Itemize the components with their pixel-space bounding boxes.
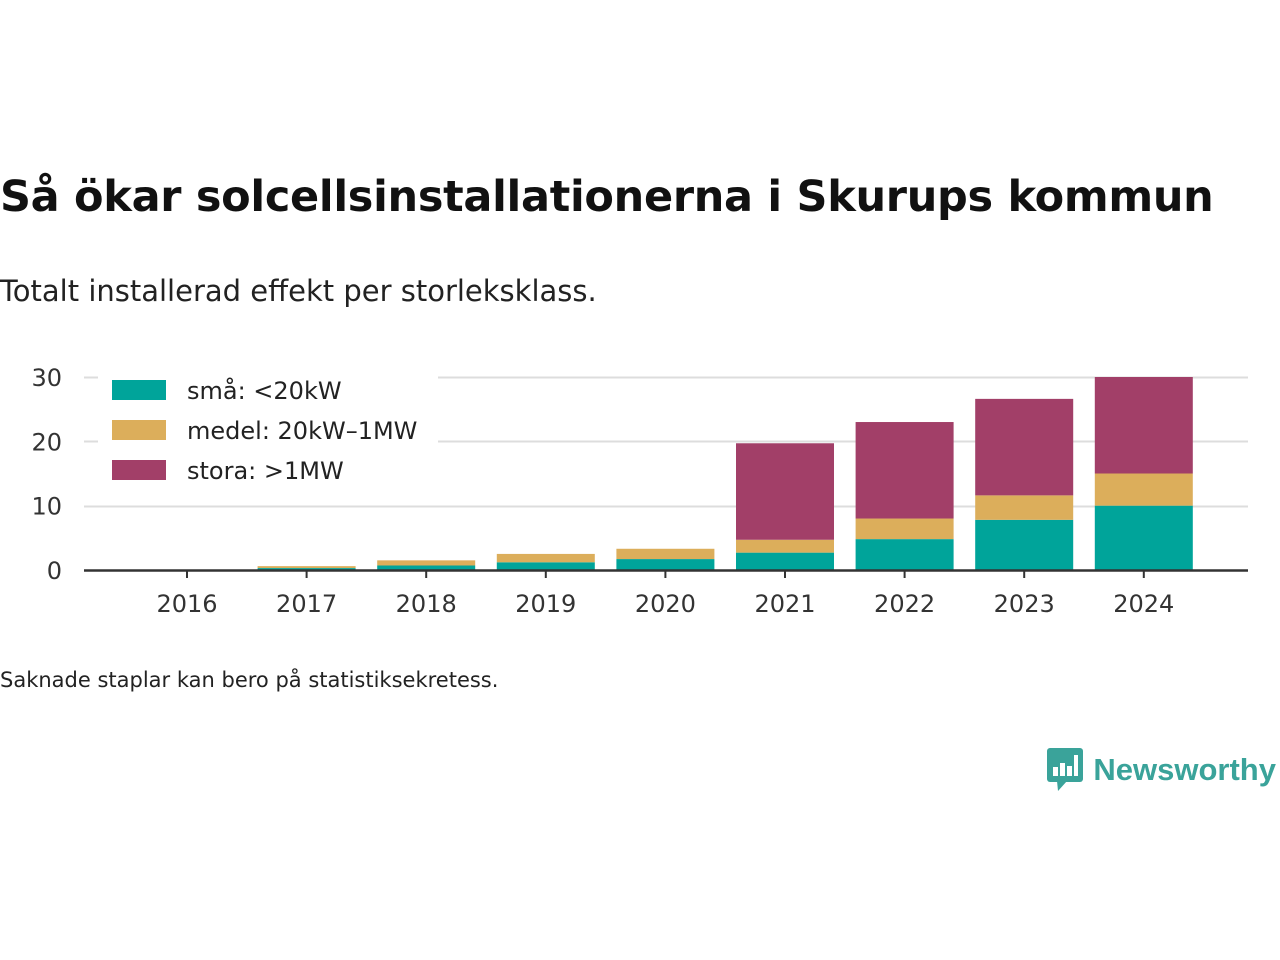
- x-tick-label: 2021: [754, 590, 815, 618]
- bar-segment: [855, 422, 954, 519]
- legend-swatch: [112, 380, 166, 400]
- bar-segment: [975, 495, 1074, 520]
- y-tick-label: 10: [31, 493, 62, 521]
- bar-segment: [496, 562, 595, 570]
- bar-segment: [1094, 473, 1193, 506]
- x-tick-label: 2018: [396, 590, 457, 618]
- bar-segment: [975, 398, 1074, 496]
- bars: [138, 377, 1193, 570]
- y-tick-label: 30: [31, 364, 62, 392]
- x-tick-label: 2017: [276, 590, 337, 618]
- legend-label: stora: >1MW: [187, 457, 344, 485]
- y-ticks: 0 10 20 30: [31, 364, 62, 585]
- bar-segment: [377, 565, 476, 570]
- chart-subtitle: Totalt installerad effekt per storlekskl…: [0, 274, 597, 308]
- legend: små: <20kW medel: 20kW–1MW stora: >1MW: [98, 374, 438, 494]
- newsworthy-logo-icon: [1047, 748, 1084, 791]
- legend-swatch: [112, 460, 166, 480]
- bar-segment: [496, 553, 595, 563]
- chart-title: Så ökar solcellsinstallationerna i Skuru…: [0, 172, 1214, 222]
- footnote: Saknade staplar kan bero på statistiksek…: [0, 668, 499, 692]
- legend-label: små: <20kW: [187, 376, 342, 405]
- x-tick-label: 2019: [515, 590, 576, 618]
- bar-segment: [736, 443, 834, 540]
- legend-label: medel: 20kW–1MW: [187, 417, 417, 445]
- bar-segment: [736, 539, 834, 553]
- bar-segment: [1094, 505, 1193, 570]
- bar-segment: [855, 518, 954, 540]
- y-tick-label: 20: [31, 428, 62, 456]
- brand-name: Newsworthy: [1093, 752, 1276, 787]
- legend-swatch: [112, 420, 166, 440]
- x-tick-label: 2016: [156, 590, 217, 618]
- x-tick-label: 2024: [1113, 590, 1174, 618]
- bar-segment: [616, 548, 715, 560]
- bar-segment: [257, 566, 356, 569]
- x-tick-label: 2020: [635, 590, 696, 618]
- x-tick-label: 2022: [874, 590, 935, 618]
- bar-segment: [1094, 377, 1193, 474]
- bar-segment: [736, 552, 834, 570]
- x-ticks: 2016 2017 2018 2019 2020 2021 2022 2023 2024: [156, 570, 1174, 618]
- bar-segment: [616, 559, 715, 570]
- bar-segment: [257, 568, 356, 570]
- stacked-bar-chart: 2016 2017 2018 2019 2020 2021 2022 2023 2024 0 10…: [31, 364, 1248, 618]
- y-tick-label: 0: [47, 557, 62, 585]
- bar-segment: [975, 519, 1074, 570]
- x-tick-label: 2023: [994, 590, 1055, 618]
- brand[interactable]: Newsworthy: [1047, 748, 1276, 792]
- bar-segment: [377, 560, 476, 566]
- bar-segment: [855, 539, 954, 570]
